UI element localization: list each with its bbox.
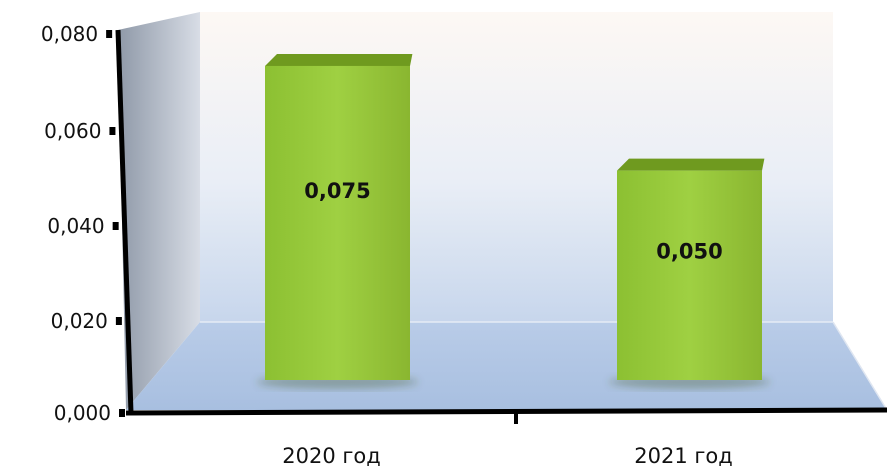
bar-value-label: 0,050 [656,240,722,264]
y-tick-mark [112,222,119,230]
y-tick-mark [109,127,116,135]
bar-value-label: 0,075 [304,179,370,203]
side-wall [118,12,200,410]
x-category-label: 2021 год [634,444,733,468]
bar-top-face [265,53,413,66]
y-tick-mark [119,409,125,417]
y-tick-label: 0,040 [47,214,104,238]
x-axis [125,407,887,416]
y-tick-mark [106,30,113,38]
y-tick-label: 0,060 [44,119,101,143]
x-category-label: 2020 год [282,444,381,468]
floor [126,322,887,410]
bar [617,170,762,380]
bar-top-face [617,158,765,171]
y-tick-label: 0,000 [54,401,111,425]
y-tick-label: 0,020 [51,309,108,333]
y-tick-label: 0,080 [41,22,98,46]
y-tick-mark [115,317,122,325]
bar [265,65,410,380]
y-axis [115,29,134,414]
